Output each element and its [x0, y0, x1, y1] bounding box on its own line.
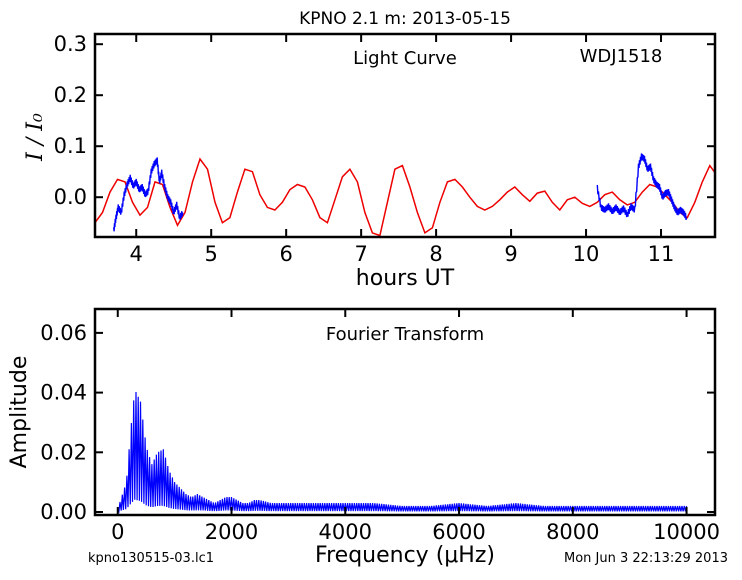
fourier-x-tick-label: 2000	[205, 520, 258, 544]
fourier-y-tick-label: 0.06	[40, 321, 87, 345]
light-curve-y-axis-label: I / I₀	[23, 113, 48, 162]
light-curve-data-segment-1	[113, 157, 184, 232]
fourier-x-tick-label: 10000	[653, 520, 720, 544]
light-curve-frame	[93, 32, 717, 239]
fourier-panel: 0 2000 4000 6000 8000 10000 0.00 0.02 0.04 0.06 F…	[7, 307, 720, 568]
footer-filename: kpno130515-03.lc1	[88, 551, 214, 566]
light-curve-x-tick-label: 7	[354, 242, 367, 266]
fourier-x-axis-label: Frequency (μHz)	[315, 543, 495, 568]
light-curve-y-tick-label: 0.0	[54, 185, 87, 209]
light-curve-x-axis-label: hours UT	[356, 266, 455, 291]
light-curve-x-tick-label: 8	[429, 242, 442, 266]
footer-timestamp: Mon Jun 3 22:13:29 2013	[564, 551, 728, 566]
object-name-label: WDJ1518	[580, 46, 663, 67]
light-curve-panel-label: Light Curve	[353, 48, 457, 69]
light-curve-data-segment-2	[596, 153, 688, 220]
light-curve-panel: 4 5 6 7 8 9 10 11 0.0 0.1 0.2 0.3 Light Curve WDJ15…	[23, 32, 717, 291]
light-curve-x-tick-label: 10	[573, 242, 600, 266]
light-curve-x-tick-label: 4	[130, 242, 143, 266]
fourier-panel-label: Fourier Transform	[326, 324, 484, 345]
light-curve-y-tick-label: 0.1	[54, 134, 87, 158]
fourier-y-tick-label: 0.04	[40, 381, 87, 405]
light-curve-x-tick-label: 5	[205, 242, 218, 266]
light-curve-x-tick-label: 6	[279, 242, 292, 266]
fourier-x-tick-label: 8000	[546, 520, 599, 544]
figure-title: KPNO 2.1 m: 2013-05-15	[299, 9, 511, 29]
light-curve-x-tick-label: 11	[648, 242, 675, 266]
light-curve-y-tick-label: 0.2	[54, 83, 87, 107]
fourier-x-tick-label: 0	[111, 520, 124, 544]
light-curve-x-tick-label: 9	[504, 242, 517, 266]
fourier-y-axis-label: Amplitude	[7, 356, 32, 469]
fourier-y-tick-label: 0.00	[40, 500, 87, 524]
fourier-x-tick-label: 4000	[319, 520, 372, 544]
light-curve-y-tick-label: 0.3	[54, 32, 87, 56]
fourier-x-tick-label: 6000	[432, 520, 485, 544]
fourier-frame	[93, 307, 717, 517]
fourier-y-tick-label: 0.02	[40, 440, 87, 464]
fourier-amplitude-line	[117, 391, 688, 514]
model-fit-line	[95, 157, 715, 237]
